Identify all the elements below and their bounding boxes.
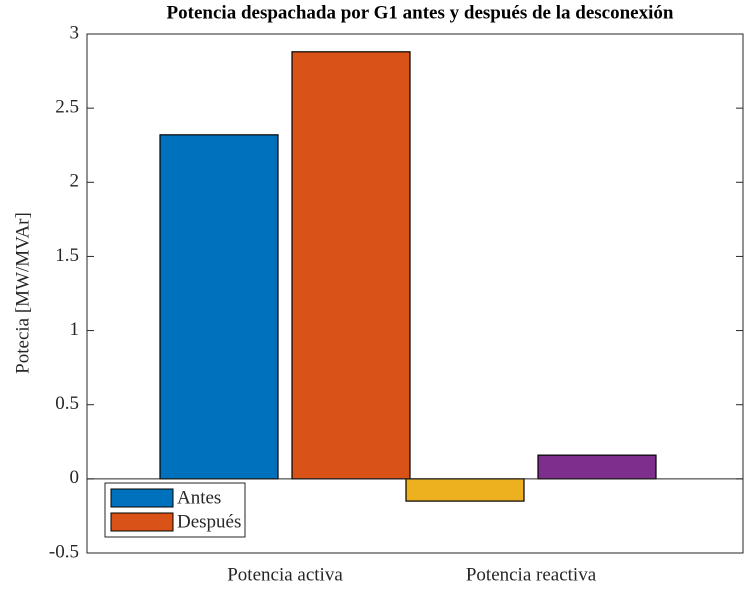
legend-swatch xyxy=(110,512,174,532)
y-tick-label: 1.5 xyxy=(55,245,79,266)
axes-box xyxy=(86,33,744,554)
bar xyxy=(291,51,411,480)
bar xyxy=(405,478,525,502)
y-tick-label: 3 xyxy=(70,22,80,43)
y-tick-label: 0 xyxy=(70,467,80,488)
legend-label: Antes xyxy=(177,487,221,508)
y-tick-label: 2 xyxy=(70,171,80,192)
x-tick-label: Potencia activa xyxy=(227,564,343,585)
legend-swatch xyxy=(110,488,174,508)
legend-label: Después xyxy=(177,511,241,532)
y-tick-label: -0.5 xyxy=(49,541,79,562)
y-tick-label: 2.5 xyxy=(55,97,79,118)
y-axis-label: Potecia [MW/MVAr] xyxy=(12,212,33,374)
x-tick-label: Potencia reactiva xyxy=(466,564,597,585)
bar xyxy=(537,454,657,480)
bar xyxy=(159,134,279,480)
y-tick-label: 0.5 xyxy=(55,393,79,414)
y-tick-label: 1 xyxy=(70,319,80,340)
chart-title: Potencia despachada por G1 antes y despu… xyxy=(167,2,674,23)
